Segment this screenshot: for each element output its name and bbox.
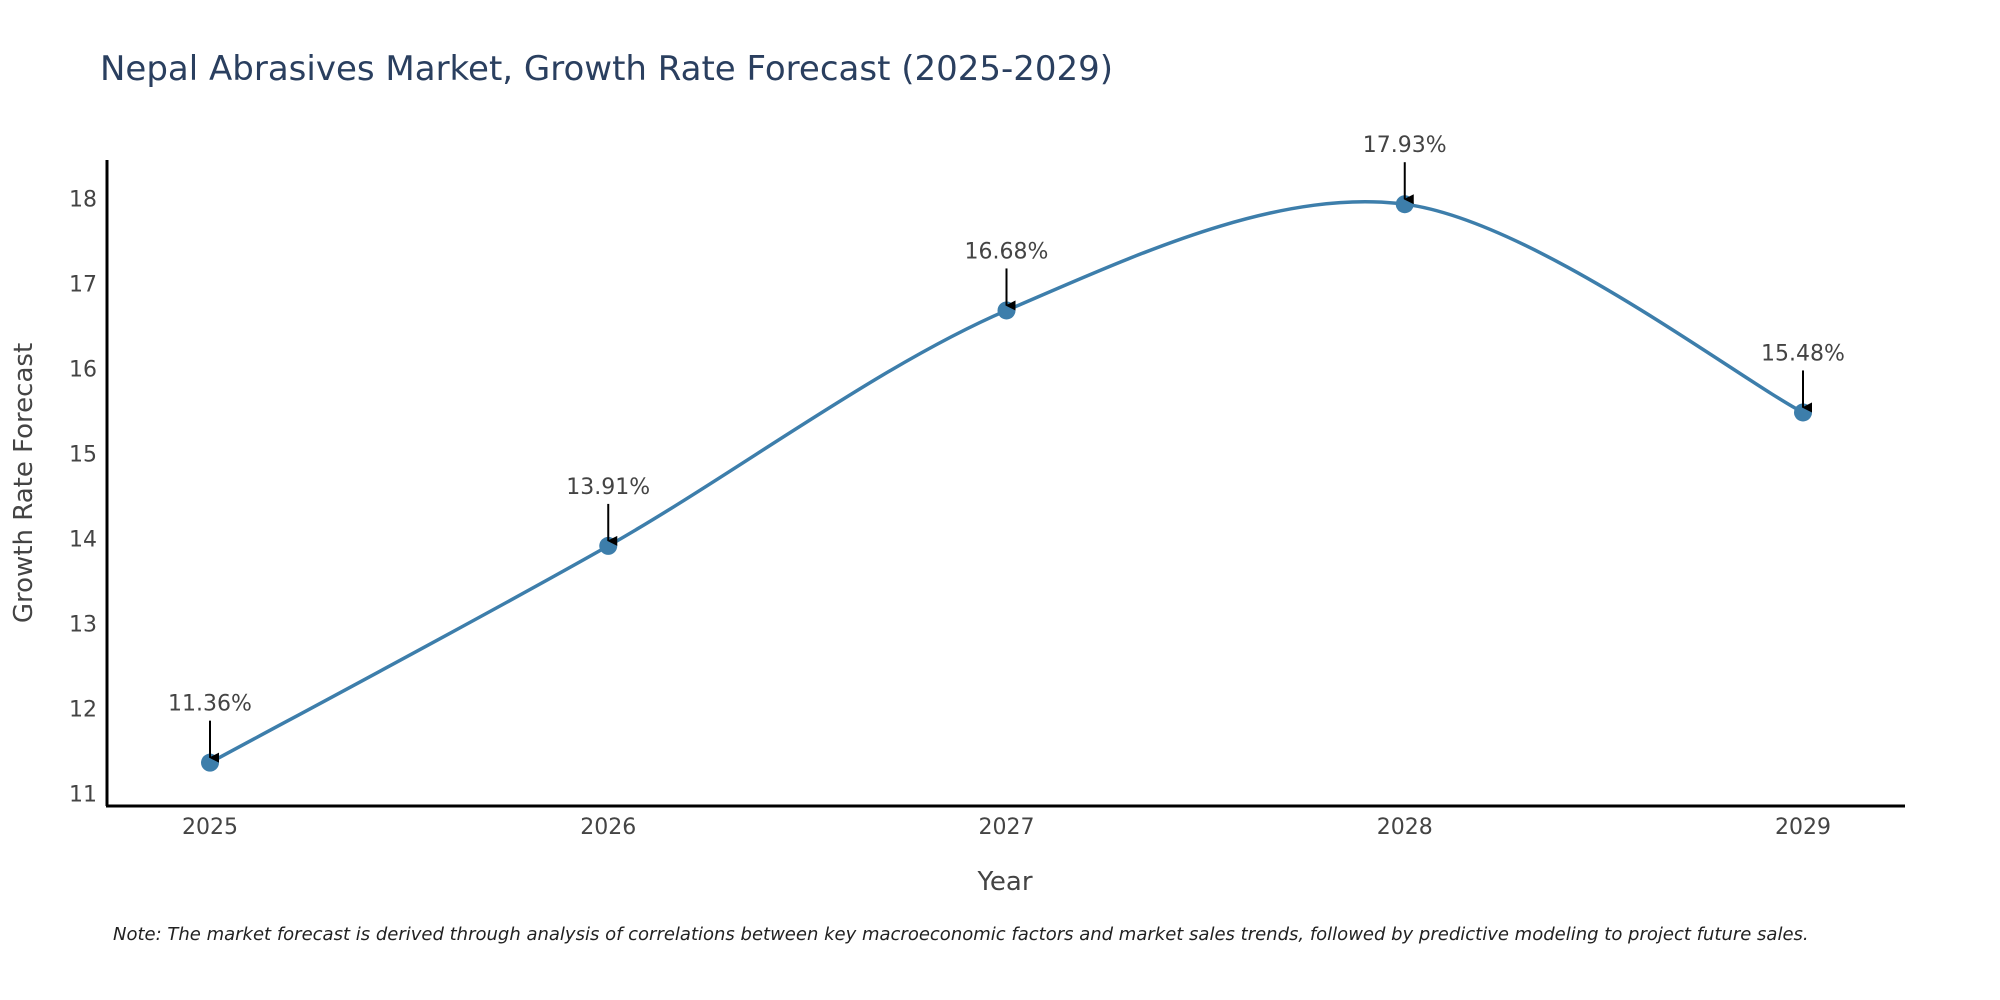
x-tick-label: 2027 <box>979 815 1035 840</box>
y-tick-label: 12 <box>69 697 97 722</box>
y-axis-title: Growth Rate Forecast <box>9 343 39 623</box>
y-tick-label: 18 <box>69 187 97 212</box>
y-tick-label: 14 <box>69 527 97 552</box>
data-label: 11.36% <box>168 692 252 717</box>
y-tick-label: 11 <box>69 782 97 807</box>
x-tick-label: 2029 <box>1775 815 1831 840</box>
chart-title: Nepal Abrasives Market, Growth Rate Fore… <box>100 49 1113 89</box>
y-tick-label: 15 <box>69 442 97 467</box>
data-label: 16.68% <box>965 239 1049 264</box>
footnote: Note: The market forecast is derived thr… <box>113 924 1809 945</box>
y-axis-ticks: 11 12 13 14 15 16 17 18 <box>69 187 97 807</box>
y-tick-label: 17 <box>69 272 97 297</box>
y-tick-label: 16 <box>69 357 97 382</box>
data-label: 13.91% <box>566 475 650 500</box>
x-axis-ticks: 2025 2026 2027 2028 2029 <box>182 815 1831 840</box>
data-label: 17.93% <box>1363 133 1447 158</box>
x-tick-label: 2028 <box>1377 815 1433 840</box>
x-axis-title: Year <box>976 867 1032 897</box>
data-label: 15.48% <box>1761 341 1845 366</box>
data-annotations: 11.36% 13.91% 16.68% 17.93% 15.48% <box>168 133 1845 763</box>
y-tick-label: 13 <box>69 612 97 637</box>
x-tick-label: 2025 <box>182 815 238 840</box>
x-tick-label: 2026 <box>580 815 636 840</box>
